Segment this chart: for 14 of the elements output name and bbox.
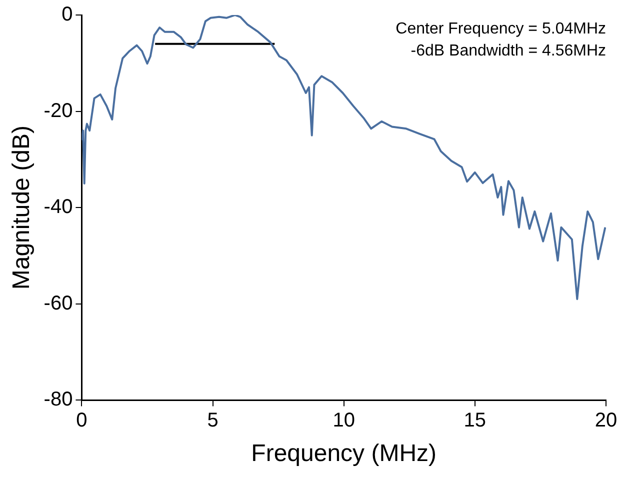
x-tick-label: 15 bbox=[464, 410, 486, 432]
x-tick-label: 10 bbox=[332, 410, 355, 432]
x-axis-title: Frequency (MHz) bbox=[251, 440, 437, 468]
annotation: -6dB Bandwidth = 4.56MHz bbox=[410, 42, 606, 60]
x-tick-label: 0 bbox=[76, 410, 88, 432]
y-tick-label: -60 bbox=[44, 292, 73, 314]
y-tick-label: 0 bbox=[62, 4, 73, 26]
x-tick-label: 5 bbox=[207, 410, 218, 432]
x-tick-label: 20 bbox=[594, 410, 618, 432]
y-tick-label: -80 bbox=[44, 388, 73, 411]
y-tick-label: -20 bbox=[44, 100, 73, 122]
y-axis-title: Magnitude (dB) bbox=[8, 126, 36, 290]
annotation: Center Frequency = 5.04MHz bbox=[396, 20, 606, 38]
y-tick-label: -40 bbox=[44, 196, 73, 218]
